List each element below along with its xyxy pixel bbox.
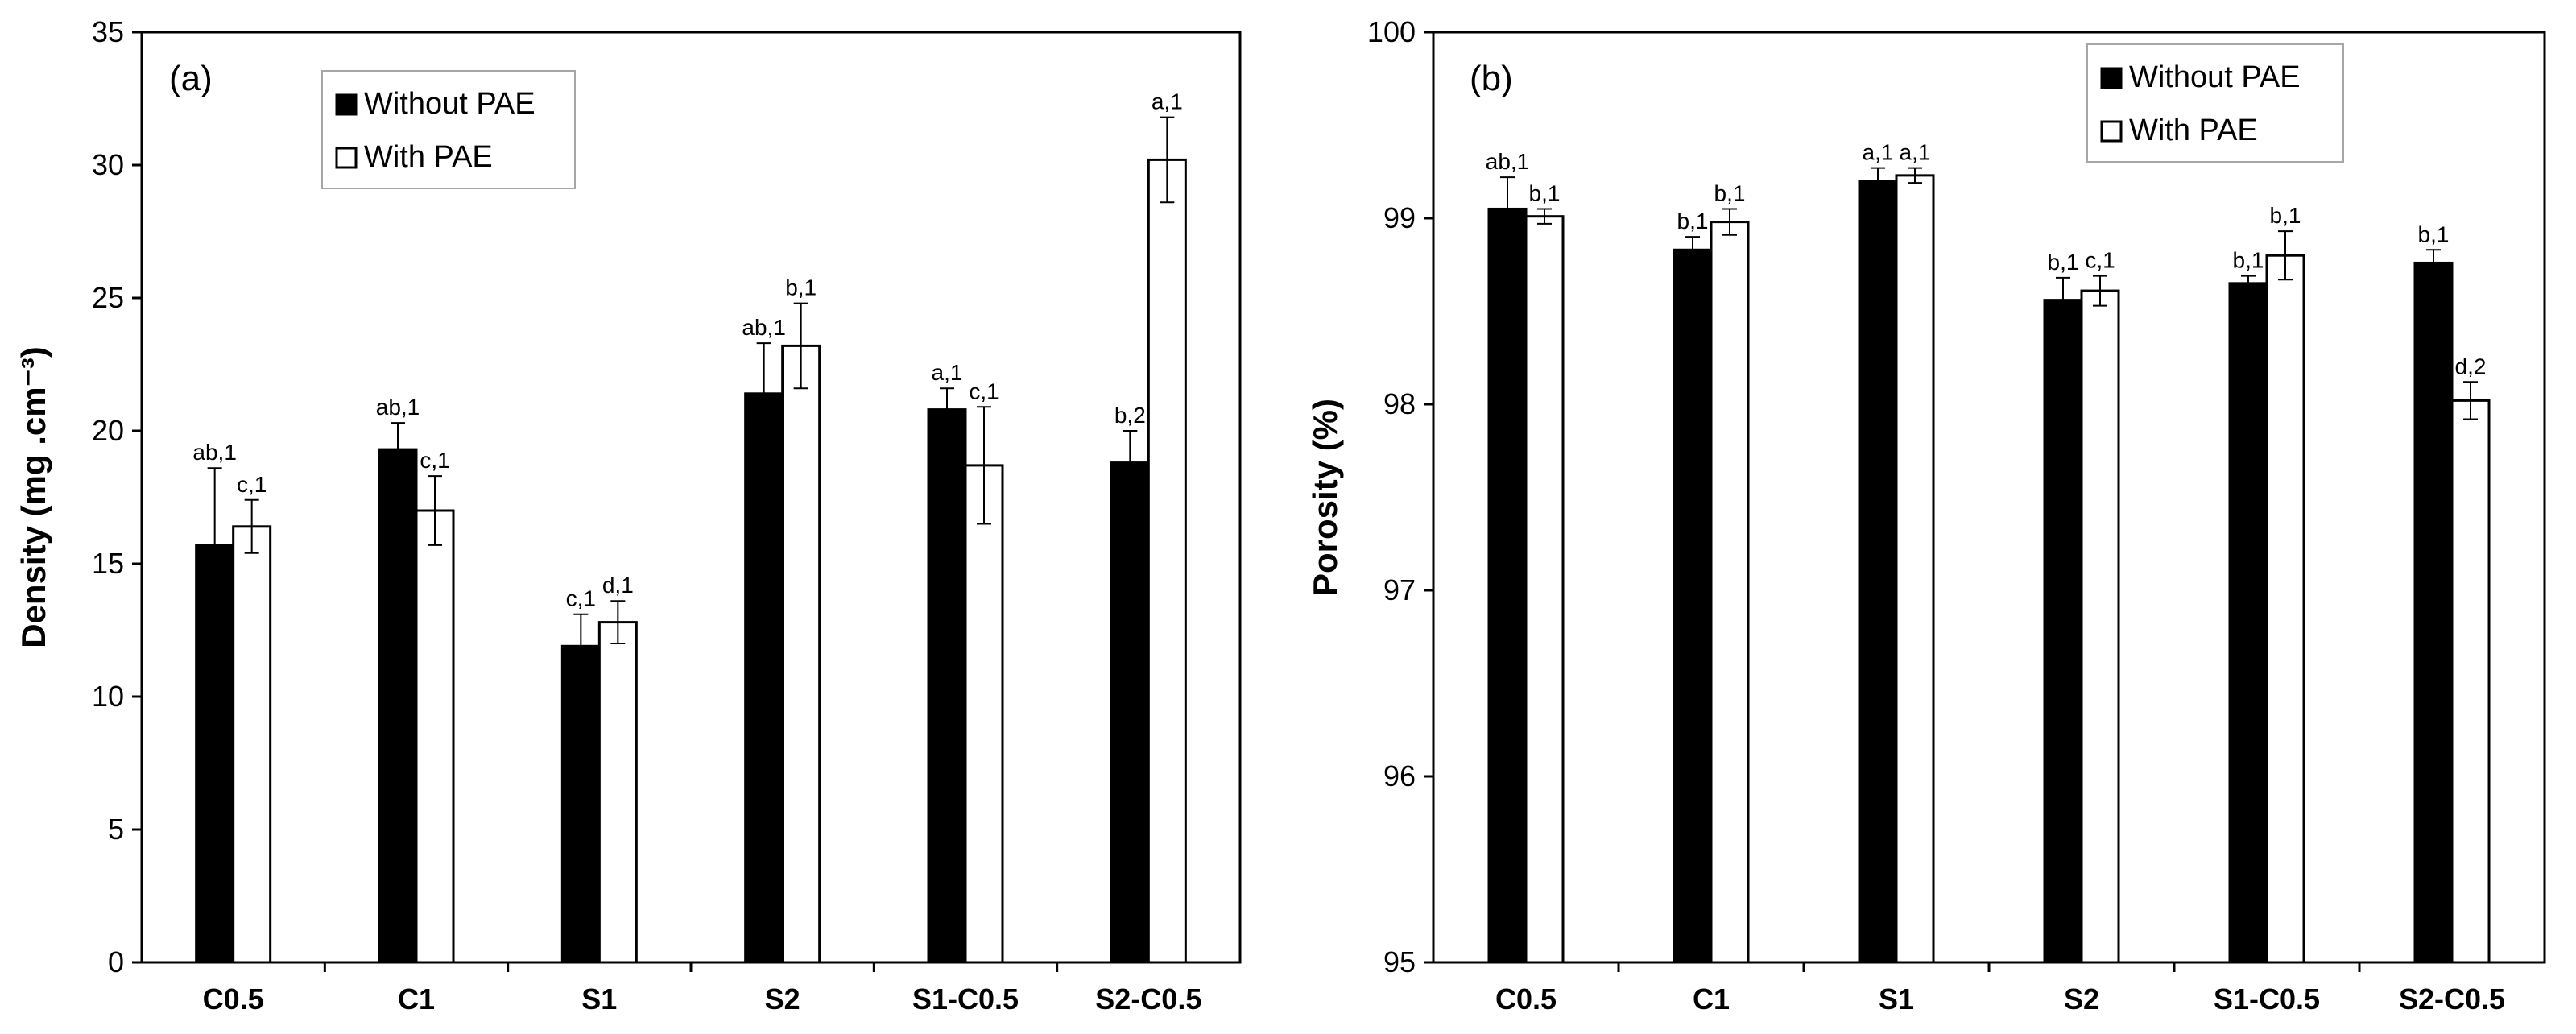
legend-label-without-pae: Without PAE (2129, 60, 2301, 94)
y-tick-label: 20 (92, 414, 124, 447)
bar-without-pae-s1-c0-5 (927, 408, 967, 964)
significance-label: c,1 (237, 472, 267, 497)
x-tick-label-s1-c0-5: S1-C0.5 (2214, 982, 2320, 1015)
legend-swatch-with-pae (2100, 120, 2123, 143)
bar-without-pae-s2-c0-5 (1110, 461, 1150, 964)
y-axis-label: Porosity (%) (1306, 399, 1344, 596)
significance-label: b,2 (1114, 403, 1146, 428)
bar-without-pae-s2-c0-5 (2413, 261, 2454, 964)
significance-label: a,1 (1152, 89, 1183, 114)
y-tick-label: 15 (92, 547, 124, 580)
significance-label: ab,1 (742, 315, 786, 340)
significance-label: b,1 (1714, 180, 1746, 205)
plot-area (140, 31, 1242, 964)
y-tick-label: 10 (92, 680, 124, 713)
y-axis-label: Density (mg .cm⁻³) (14, 346, 52, 648)
bar-with-pae-c1 (415, 509, 455, 964)
y-tick-label: 96 (1383, 759, 1416, 792)
bar-without-pae-c0-5 (1487, 207, 1528, 964)
bar-with-pae-s2 (781, 344, 821, 964)
legend-swatch-with-pae (335, 147, 358, 169)
bar-without-pae-c1 (378, 448, 418, 964)
bar-with-pae-s2 (2080, 289, 2120, 964)
legend-swatch-without-pae (335, 93, 358, 116)
plot-area (1432, 31, 2546, 964)
y-tick-label: 95 (1383, 945, 1416, 978)
significance-label: b,1 (785, 275, 817, 300)
y-tick-label: 30 (92, 148, 124, 181)
y-tick-label: 0 (108, 945, 124, 978)
significance-label: a,1 (932, 360, 963, 385)
bar-with-pae-c0-5 (1524, 215, 1565, 964)
significance-label: b,1 (1529, 180, 1561, 205)
panel-label: (a) (169, 59, 213, 98)
bar-without-pae-s1-c0-5 (2228, 282, 2268, 964)
x-tick-label-s1: S1 (1879, 982, 1914, 1015)
x-tick-label-s2: S2 (765, 982, 800, 1015)
bar-without-pae-c1 (1673, 248, 1713, 964)
bar-with-pae-s1 (597, 621, 638, 964)
bar-with-pae-s2-c0-5 (2450, 399, 2491, 964)
bar-with-pae-c0-5 (232, 525, 272, 964)
y-tick-label: 5 (108, 813, 124, 846)
significance-label: a,1 (1863, 140, 1894, 165)
legend-box (2086, 43, 2344, 163)
bar-without-pae-s1 (1858, 180, 1898, 964)
legend-swatch-without-pae (2100, 67, 2123, 89)
x-tick-label-c0-5: C0.5 (203, 982, 264, 1015)
significance-label: b,1 (2270, 203, 2301, 228)
x-tick-label-s1: S1 (581, 982, 617, 1015)
bar-with-pae-s1-c0-5 (2265, 254, 2305, 964)
y-tick-label: 97 (1383, 573, 1416, 606)
x-tick-label-s2: S2 (2064, 982, 2099, 1015)
significance-label: ab,1 (376, 395, 420, 420)
bar-with-pae-s1 (1895, 174, 1935, 964)
x-tick-label-c1: C1 (398, 982, 435, 1015)
x-tick-label-s2-c0-5: S2-C0.5 (1095, 982, 1201, 1015)
significance-label: b,1 (2233, 248, 2264, 273)
bar-without-pae-s2 (744, 392, 784, 964)
bar-with-pae-s2-c0-5 (1147, 158, 1187, 964)
significance-label: a,1 (1900, 140, 1931, 165)
bar-with-pae-c1 (1710, 221, 1750, 964)
significance-label: b,1 (1677, 209, 1709, 234)
legend-label-with-pae: With PAE (364, 140, 493, 174)
significance-label: d,1 (602, 573, 634, 598)
panel-a-density: 0 5 10 15 20 25 30 35 Density (mg .cm⁻³) (a) C0.5 a… (14, 15, 1242, 1015)
bar-without-pae-s1 (560, 644, 601, 964)
significance-label: d,2 (2455, 354, 2487, 378)
significance-label: b,1 (2048, 250, 2079, 275)
y-tick-label: 98 (1383, 387, 1416, 420)
panel-label: (b) (1470, 59, 1513, 98)
x-tick-label-c1: C1 (1693, 982, 1730, 1015)
bar-without-pae-s2 (2043, 299, 2083, 964)
bar-with-pae-s1-c0-5 (964, 464, 1004, 964)
legend-label-with-pae: With PAE (2129, 114, 2258, 147)
legend-label-without-pae: Without PAE (364, 87, 535, 121)
significance-label: b,1 (2418, 221, 2450, 246)
y-tick-label: 99 (1383, 201, 1416, 234)
significance-label: ab,1 (192, 440, 237, 465)
legend-box (321, 70, 576, 189)
panel-b-porosity: 95 96 97 98 99 100 Porosity (%) (b) C0.5 ab,1 b,1 C… (1306, 15, 2546, 1015)
y-tick-label: 100 (1367, 15, 1416, 48)
x-tick-label-s2-c0-5: S2-C0.5 (2399, 982, 2505, 1015)
x-tick-label-c0-5: C0.5 (1495, 982, 1557, 1015)
significance-label: c,1 (2085, 248, 2115, 273)
significance-label: c,1 (566, 586, 596, 611)
significance-label: c,1 (969, 378, 999, 403)
significance-label: c,1 (420, 448, 449, 473)
significance-label: ab,1 (1486, 149, 1530, 174)
x-tick-label-s1-c0-5: S1-C0.5 (912, 982, 1019, 1015)
y-tick-label: 35 (92, 15, 124, 48)
y-tick-label: 25 (92, 281, 124, 314)
